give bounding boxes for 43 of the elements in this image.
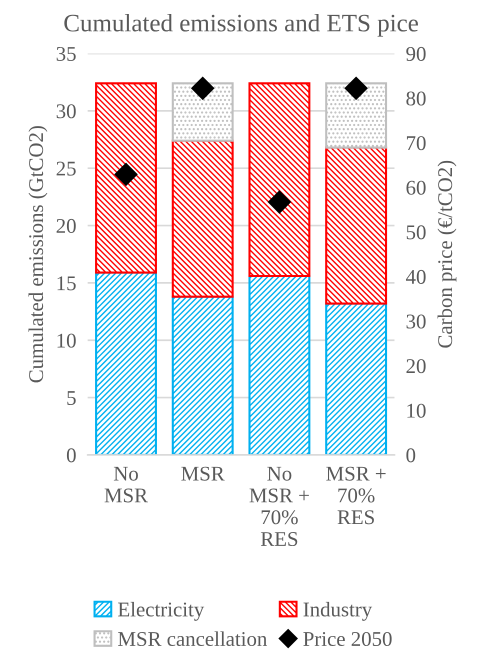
x-tick-label: No MSR	[104, 466, 148, 502]
legend-label: Price 2050	[303, 632, 392, 646]
bar	[248, 274, 310, 455]
y2-tick-label: 0	[406, 448, 416, 462]
y-axis-title: Cumulated emissions (GtCO2)	[28, 126, 48, 382]
bar	[325, 302, 388, 455]
point	[191, 76, 214, 100]
y-tick-label: 30	[56, 104, 76, 118]
y2-tick-label: 10	[407, 404, 426, 418]
y-tick-label: 25	[56, 162, 76, 176]
y-tick-label: 15	[58, 276, 76, 290]
legend-label: Industry	[304, 602, 372, 621]
y2-tick-label: 90	[406, 46, 426, 61]
y2-tick-label: 40	[406, 270, 426, 284]
y2-tick-label: 70	[406, 136, 426, 150]
y-tick-label: 0	[66, 448, 76, 462]
bar	[95, 82, 157, 274]
bar	[172, 296, 234, 455]
y2-tick-label: 60	[406, 180, 426, 195]
y-tick-label: 35	[56, 46, 76, 61]
y2-tick-label: 20	[406, 359, 426, 374]
y2-tick-label: 50	[406, 225, 426, 240]
point	[344, 76, 368, 100]
y2-axis-title: Carbon price (€/tCO2)	[438, 160, 456, 348]
bar	[248, 82, 310, 278]
point	[268, 190, 291, 214]
x-tick-label: MSR + 70% RES	[326, 466, 386, 524]
bar	[325, 146, 388, 305]
bar	[172, 82, 234, 142]
y-tick-label: 5	[67, 391, 76, 406]
point	[114, 162, 138, 186]
y-tick-label: 10	[58, 334, 76, 348]
y2-tick-label: 80	[406, 91, 426, 106]
chart-title: Cumulated emissions and ETS pice	[64, 14, 418, 37]
legend-label: Electricity	[118, 602, 204, 621]
x-tick-label: MSR	[181, 466, 225, 481]
bar	[172, 140, 234, 298]
y2-tick-label: 30	[406, 314, 426, 329]
legend-label: MSR cancellation	[118, 631, 268, 646]
y-tick-label: 20	[56, 218, 76, 233]
bar	[95, 272, 157, 455]
x-tick-label: No MSR + 70% RES	[250, 466, 309, 546]
bar	[325, 82, 388, 149]
